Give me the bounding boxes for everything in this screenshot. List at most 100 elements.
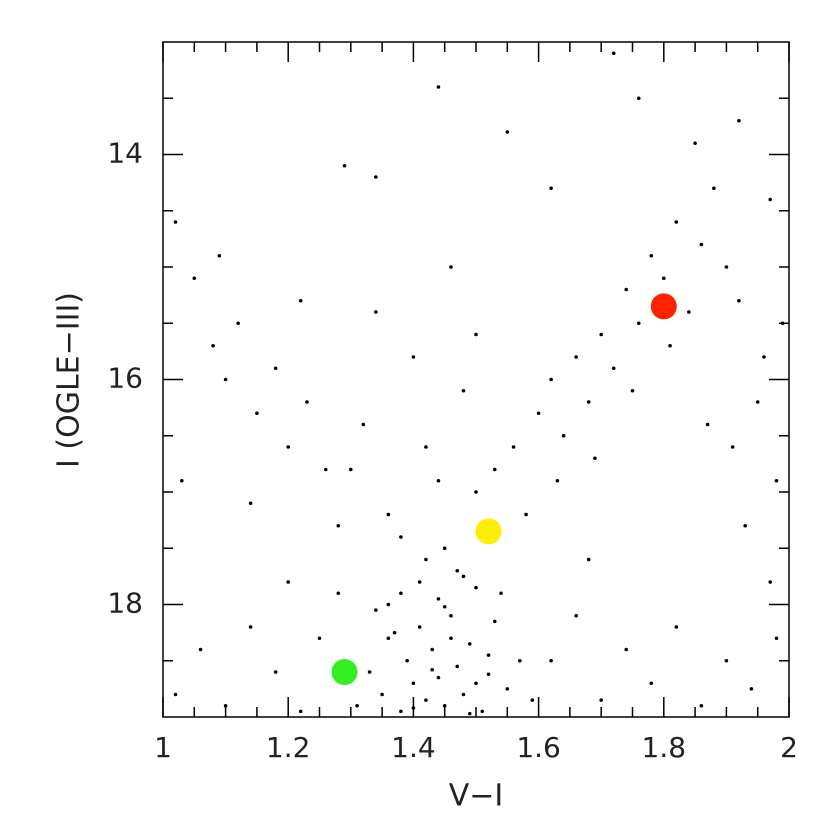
- point: [442, 703, 447, 708]
- point: [774, 636, 779, 641]
- point: [749, 687, 754, 691]
- point: [424, 698, 428, 702]
- point: [198, 647, 203, 652]
- point: [217, 253, 222, 258]
- point: [461, 574, 466, 579]
- point: [486, 653, 491, 657]
- point: [549, 186, 553, 191]
- point: [392, 630, 397, 635]
- point: [417, 625, 422, 629]
- point: [474, 681, 478, 686]
- point: [317, 636, 322, 641]
- point: [511, 445, 516, 449]
- point: [386, 636, 391, 641]
- point: [211, 343, 215, 348]
- x-tick-label: 1: [154, 731, 172, 764]
- point: [774, 478, 779, 483]
- point: [173, 692, 178, 697]
- point: [236, 321, 240, 326]
- point: [467, 711, 472, 716]
- point: [305, 400, 309, 404]
- point: [699, 703, 704, 708]
- point: [449, 636, 453, 641]
- point: [255, 411, 259, 416]
- point: [636, 96, 641, 101]
- point: [737, 298, 741, 303]
- point: [768, 197, 773, 202]
- point: [611, 366, 616, 371]
- y-axis-label: I (OGLE−III): [52, 292, 87, 468]
- point: [374, 175, 378, 179]
- point: [442, 604, 447, 609]
- point: [755, 400, 760, 404]
- point: [223, 703, 228, 708]
- point: [361, 422, 366, 427]
- point: [449, 265, 453, 269]
- point: [248, 625, 253, 629]
- point: [699, 242, 704, 247]
- point: [768, 580, 773, 584]
- point: [780, 321, 785, 326]
- point: [624, 647, 629, 652]
- point: [399, 535, 403, 539]
- point: [586, 400, 591, 404]
- point: [374, 310, 378, 314]
- point: [730, 445, 735, 449]
- point: [737, 118, 741, 123]
- point: [474, 585, 478, 590]
- point: [223, 377, 228, 382]
- point: [518, 658, 522, 663]
- point: [461, 388, 466, 393]
- point: [555, 478, 560, 483]
- y-tick-label: 14: [107, 137, 143, 170]
- point: [336, 591, 341, 596]
- point: [724, 658, 729, 663]
- point: [724, 265, 729, 269]
- point: [549, 377, 553, 382]
- point: [599, 332, 603, 337]
- x-tick-label: 1.6: [516, 731, 561, 764]
- point: [649, 253, 654, 258]
- point: [380, 692, 384, 697]
- point: [436, 675, 441, 680]
- point: [192, 276, 197, 281]
- point: [286, 445, 291, 449]
- point: [712, 186, 716, 191]
- point: [630, 388, 635, 393]
- point: [492, 467, 497, 472]
- point: [586, 557, 591, 562]
- point: [273, 366, 278, 371]
- point: [474, 332, 478, 337]
- y-tick-label: 18: [107, 587, 143, 620]
- point: [424, 445, 428, 449]
- point: [355, 703, 359, 708]
- point: [561, 433, 566, 438]
- point: [461, 692, 466, 697]
- point: [417, 580, 422, 584]
- point: [549, 658, 553, 663]
- point: [467, 642, 472, 646]
- point: [536, 411, 541, 416]
- point: [530, 698, 535, 702]
- point: [505, 687, 510, 691]
- point: [762, 355, 766, 359]
- point: [662, 276, 666, 281]
- point: [574, 355, 578, 359]
- point: [286, 580, 291, 584]
- point: [411, 706, 416, 710]
- point: [386, 602, 391, 607]
- point: [492, 619, 497, 624]
- point: [349, 467, 353, 472]
- point: [436, 85, 441, 89]
- x-axis-label: V−I: [449, 779, 504, 814]
- highlight-point: [331, 659, 358, 685]
- point: [593, 456, 597, 461]
- point: [480, 709, 485, 714]
- point: [342, 163, 347, 168]
- point: [499, 591, 503, 596]
- point: [649, 681, 654, 686]
- point: [449, 613, 453, 618]
- point: [611, 51, 616, 56]
- point: [386, 512, 391, 517]
